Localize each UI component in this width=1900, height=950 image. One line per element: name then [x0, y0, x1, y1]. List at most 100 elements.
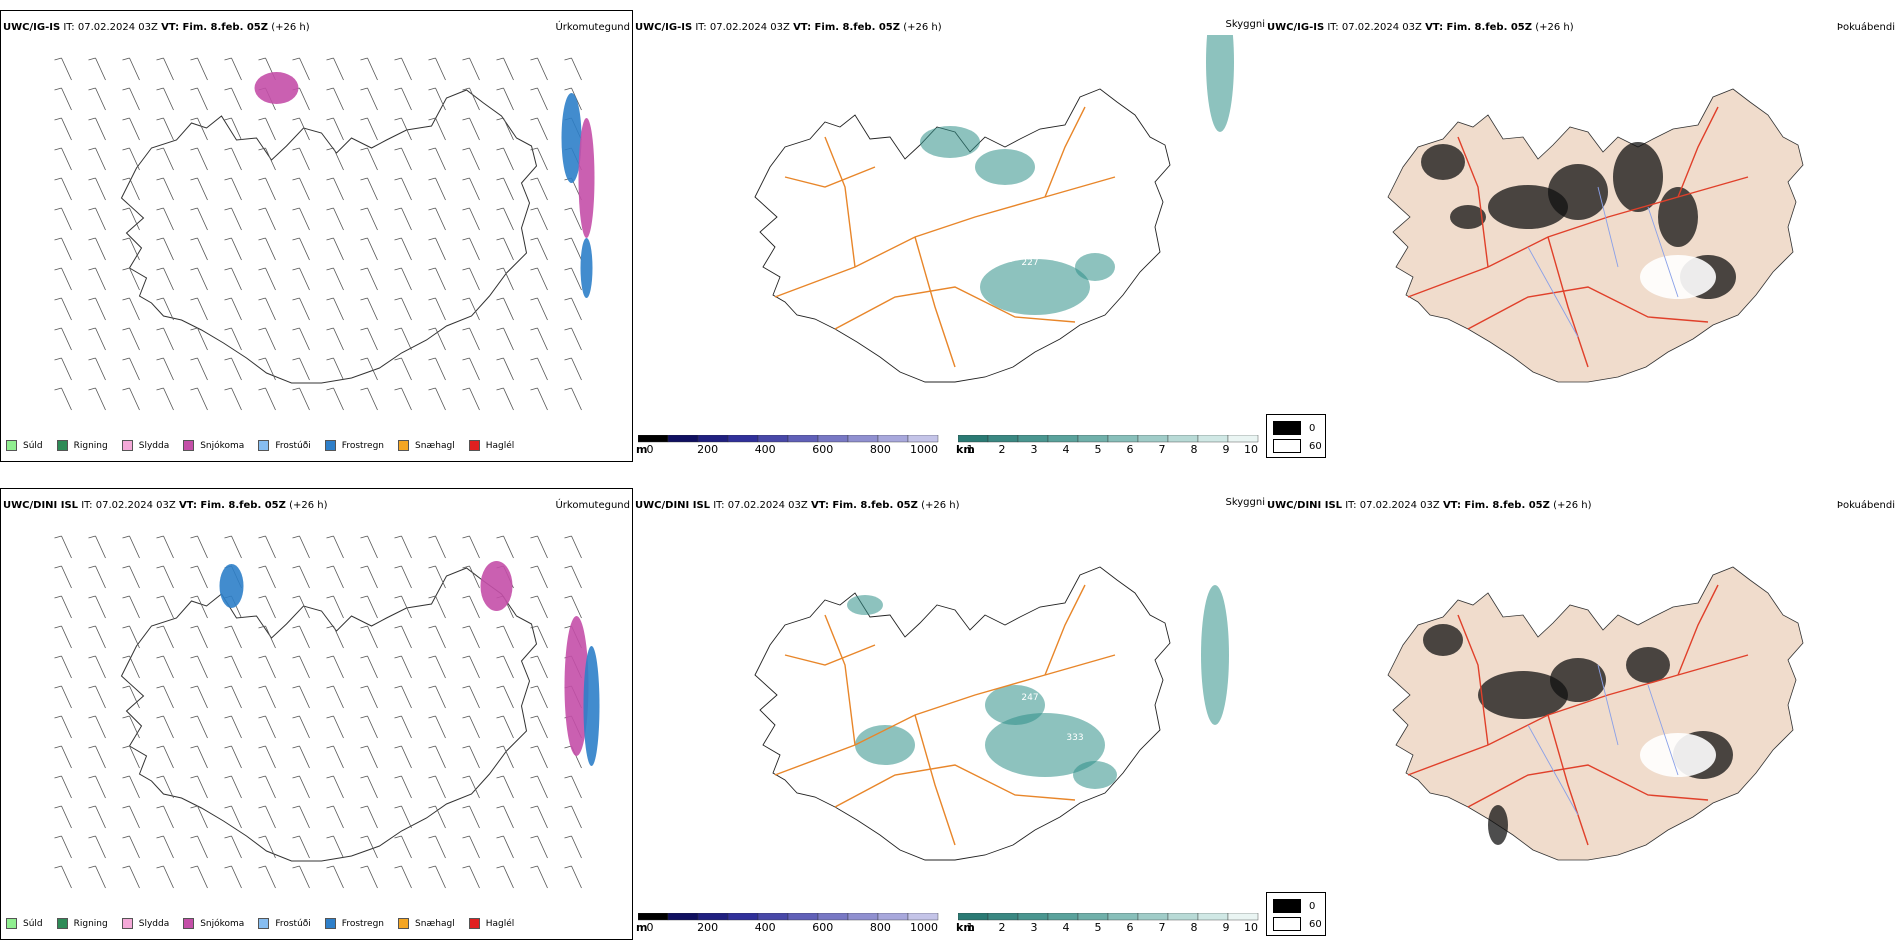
wind-barb [122, 865, 140, 889]
fog-legend: 0 60 [1266, 892, 1326, 936]
wind-barb [156, 147, 174, 171]
wind-barb [88, 685, 106, 709]
wind-barb [54, 715, 72, 739]
wind-barb [394, 297, 412, 321]
model-name: UWC/DINI ISL [635, 500, 711, 511]
glacier-area [1640, 255, 1716, 299]
wind-barb [190, 535, 208, 559]
wind-barb [224, 87, 242, 111]
visibility-swatch [987, 434, 1019, 443]
wind-barb [156, 745, 174, 769]
low-visibility-area [847, 595, 883, 615]
wind-barb [54, 297, 72, 321]
wind-barb [496, 745, 514, 769]
wind-barb [292, 147, 310, 171]
legend-label: Snjókoma [200, 918, 245, 929]
wind-barb [496, 655, 514, 679]
wind-barb [360, 177, 378, 201]
wind-barb [224, 835, 242, 859]
wind-barb [54, 835, 72, 859]
visibility-tick-label: 5 [1094, 443, 1102, 456]
wind-barb [326, 387, 344, 411]
cloud-base-swatch [817, 434, 849, 443]
legend-swatch [468, 918, 480, 929]
fog-indicator-map[interactable] [1268, 513, 1898, 913]
cloud-base-swatch [787, 434, 819, 443]
wind-barb [258, 745, 276, 769]
wind-barb [530, 835, 548, 859]
fog-map-svg [1387, 566, 1804, 861]
visibility-tick-label: 4 [1062, 921, 1070, 934]
wind-barb [156, 267, 174, 291]
legend-swatch [258, 918, 270, 929]
wind-barb [564, 805, 582, 829]
wind-barb [54, 357, 72, 381]
wind-barb [326, 357, 344, 381]
wind-barb [224, 327, 242, 351]
fog-panel-title: Þokuábendi [1836, 22, 1895, 33]
legend-label: Frostregn [341, 918, 385, 929]
visibility-tick-label: 1 [966, 443, 974, 456]
road-line [1407, 654, 1749, 776]
panel-header: UWC/DINI ISL IT: 07.02.2024 03Z VT: Fim.… [3, 500, 328, 511]
road-line [784, 166, 876, 188]
visibility-map[interactable]: 552 601 732 247 229 333 922 982 [635, 513, 1265, 913]
wind-barb [190, 745, 208, 769]
fog-legend-label: 0 [1309, 900, 1316, 912]
wind-barb [88, 357, 106, 381]
wind-barb [292, 207, 310, 231]
wind-barb [258, 535, 276, 559]
wind-barb [496, 805, 514, 829]
low-visibility-area [855, 725, 915, 765]
fog-area [1450, 205, 1486, 229]
fog-area [1613, 142, 1663, 212]
road-line [824, 614, 856, 746]
wind-barb [224, 297, 242, 321]
precip-type-map[interactable] [2, 516, 631, 912]
lead-time: (+26 h) [271, 22, 310, 33]
wind-barb [530, 147, 548, 171]
model-name: UWC/DINI ISL [1267, 500, 1343, 511]
visibility-swatch [1137, 912, 1169, 921]
wind-barb [496, 775, 514, 799]
visibility-tick-label: 3 [1030, 921, 1038, 934]
model-name: UWC/IG-IS [635, 22, 693, 33]
legend-label: Haglél [485, 440, 515, 451]
lead-time: (+26 h) [921, 500, 960, 511]
wind-barb [88, 57, 106, 81]
wind-barb [428, 207, 446, 231]
visibility-map[interactable]: 186 205 227 30 [635, 35, 1265, 435]
visibility-value-label: 732 [1041, 678, 1058, 688]
visibility-value-label: 227 [1021, 258, 1038, 268]
wind-barb [190, 565, 208, 589]
init-time: IT: 07.02.2024 03Z [695, 22, 790, 33]
wind-barb [496, 57, 514, 81]
wind-barb [394, 565, 412, 589]
wind-barb [88, 745, 106, 769]
river-line [1647, 206, 1679, 298]
precip-type-map[interactable] [2, 38, 631, 434]
cloud-base-tick-label: 600 [812, 921, 834, 934]
legend-swatch [183, 918, 195, 929]
fog-indicator-map[interactable] [1268, 35, 1898, 435]
wind-barb [360, 297, 378, 321]
road-line [1547, 236, 1589, 368]
wind-barb [462, 297, 480, 321]
visibility-unit: km [956, 443, 975, 456]
wind-barb [258, 117, 276, 141]
cloud-base-swatch [697, 434, 729, 443]
legend-swatch [121, 440, 133, 451]
wind-barb [88, 565, 106, 589]
fog-legend: 0 60 [1266, 414, 1326, 458]
wind-barb [530, 57, 548, 81]
wind-barb [122, 57, 140, 81]
wind-barb [122, 117, 140, 141]
cloud-base-tick-label: 800 [869, 921, 891, 934]
wind-barb [326, 297, 344, 321]
visibility-unit: km [956, 921, 975, 934]
cloud-base-swatch [727, 434, 759, 443]
panel-header: UWC/IG-IS IT: 07.02.2024 03Z VT: Fim. 8.… [3, 22, 310, 33]
cloud-base-swatch [877, 912, 909, 921]
lead-time: (+26 h) [289, 500, 328, 511]
wind-barb [394, 357, 412, 381]
